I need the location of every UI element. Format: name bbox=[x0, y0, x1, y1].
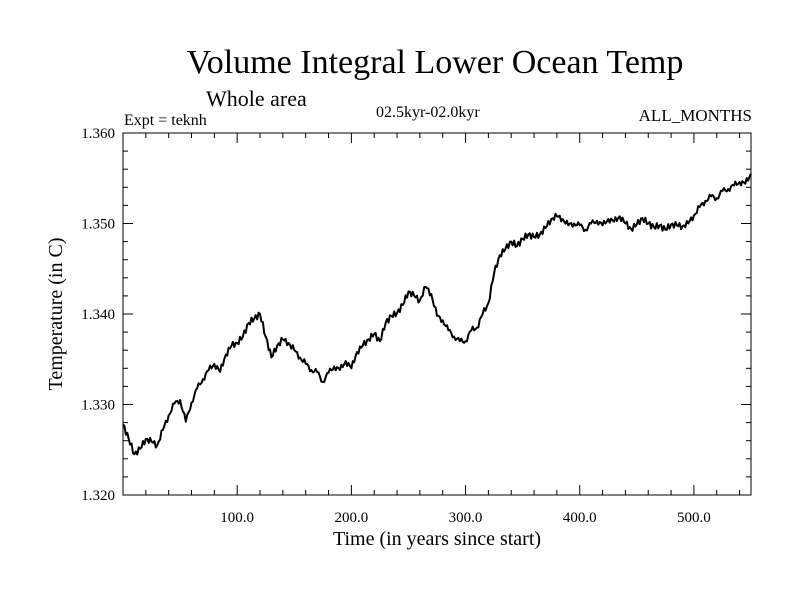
tick-labels: 100.0 200.0 300.0 400.0 500.0 1.320 1.330 1.340… bbox=[81, 126, 711, 526]
y-tick-label: 1.360 bbox=[81, 126, 115, 142]
y-tick-label: 1.340 bbox=[81, 307, 115, 323]
chart-title: Volume Integral Lower Ocean Temp bbox=[186, 44, 684, 81]
plot-frame bbox=[122, 132, 752, 496]
months-label: ALL_MONTHS bbox=[638, 106, 752, 125]
x-tick-label: 300.0 bbox=[449, 510, 483, 526]
y-tick-label: 1.330 bbox=[81, 398, 115, 414]
period-label: 02.5kyr-02.0kyr bbox=[376, 104, 480, 121]
x-axis-title: Time (in years since start) bbox=[333, 528, 541, 550]
y-axis-title: Temperature (in C) bbox=[45, 238, 67, 391]
chart-subtitle: Whole area bbox=[206, 86, 307, 111]
experiment-label: Expt = teknh bbox=[124, 112, 207, 129]
axis-ticks bbox=[123, 133, 751, 495]
y-tick-label: 1.350 bbox=[81, 217, 115, 233]
temperature-series-line bbox=[122, 173, 752, 456]
y-tick-label: 1.320 bbox=[81, 488, 115, 504]
x-tick-label: 400.0 bbox=[563, 510, 597, 526]
x-tick-label: 100.0 bbox=[220, 510, 254, 526]
x-tick-label: 200.0 bbox=[334, 510, 368, 526]
x-tick-label: 500.0 bbox=[677, 510, 711, 526]
